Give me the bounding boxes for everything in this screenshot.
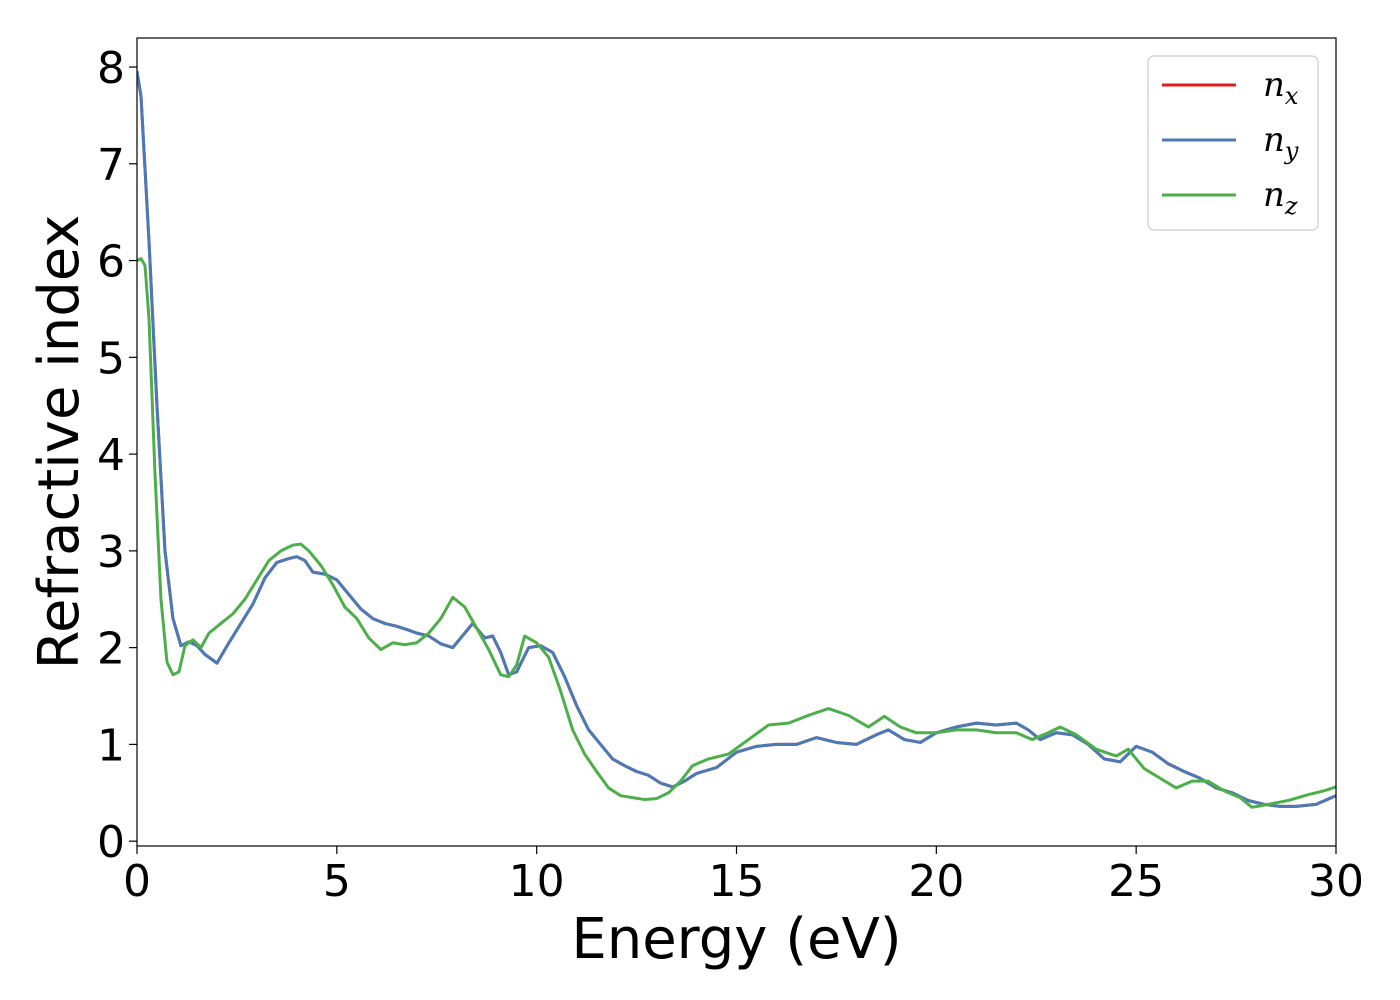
- legend-entry-z: nz: [1162, 175, 1298, 220]
- series-line-z: [137, 257, 1336, 809]
- x-axis-label: Energy (eV): [571, 907, 901, 972]
- legend: nx ny nz: [1147, 55, 1319, 231]
- y-tick-label: 4: [97, 430, 125, 481]
- y-tick-label: 0: [97, 817, 125, 868]
- legend-label: nz: [1263, 175, 1298, 220]
- x-tick-label: 30: [1308, 856, 1364, 907]
- x-tick-label: 15: [709, 856, 765, 907]
- x-tick-label: 25: [1108, 856, 1164, 907]
- y-tick-label: 1: [97, 720, 125, 771]
- x-tick-label: 5: [323, 856, 351, 907]
- y-tick-label: 2: [97, 624, 125, 675]
- y-axis-label: Refractive index: [27, 215, 92, 670]
- x-axis-ticks: 0 5 10 15 20 25 30: [123, 846, 1364, 907]
- x-tick-label: 10: [509, 856, 565, 907]
- legend-box: [1147, 55, 1319, 231]
- y-tick-label: 5: [97, 333, 125, 384]
- legend-label: nx: [1263, 65, 1299, 110]
- x-tick-label: 20: [908, 856, 964, 907]
- y-tick-label: 7: [97, 140, 125, 191]
- x-tick-label: 0: [123, 856, 151, 907]
- y-tick-label: 6: [97, 237, 125, 288]
- y-tick-label: 3: [97, 527, 125, 578]
- legend-entry-y: ny: [1162, 120, 1299, 165]
- y-tick-label: 8: [97, 43, 125, 94]
- series-group: [137, 70, 1336, 809]
- y-axis-ticks: 0 1 2 3 4 5 6 7 8: [97, 43, 137, 868]
- legend-label: ny: [1263, 120, 1299, 165]
- legend-entry-x: nx: [1162, 65, 1299, 110]
